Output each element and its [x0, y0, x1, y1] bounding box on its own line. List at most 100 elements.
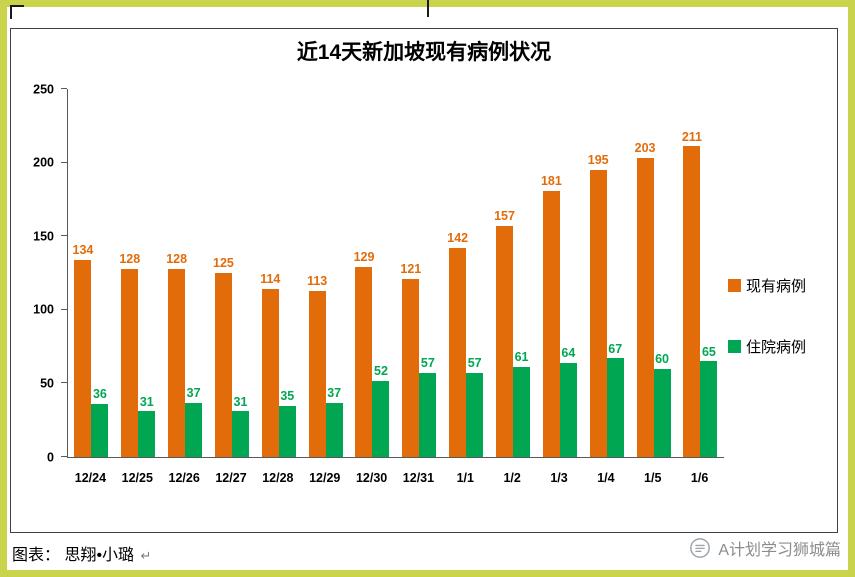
legend-label: 现有病例: [746, 278, 807, 295]
bar-existing-cases: [168, 268, 186, 457]
bar-column: 211: [682, 130, 702, 457]
y-axis-tick-mark: [61, 235, 67, 237]
x-axis-label: 12/27: [215, 471, 247, 485]
bar-hospitalized-cases: [325, 402, 343, 457]
bar-group: 113 37: [307, 273, 343, 457]
bar-existing-cases: [214, 273, 232, 457]
bar-existing-cases: [589, 170, 607, 457]
bar-group: 203 60: [634, 141, 671, 457]
legend-item: 现有病例: [728, 275, 806, 296]
bar-column: 129: [353, 250, 375, 457]
bar-column: 57: [419, 356, 437, 457]
x-axis-label: 1/1: [456, 471, 474, 485]
bar-existing-cases: [308, 290, 326, 457]
y-axis-tick-mark: [61, 161, 67, 163]
plot-area: 134 36 128 31 128 37 125 31 114 35 113 37 129 52 121 57…: [67, 89, 724, 458]
chart-caption: 图表： 思翔•小璐 ↵: [12, 541, 151, 565]
y-axis-tick-mark: [61, 88, 67, 89]
bar-value-label: 57: [467, 356, 482, 371]
bar-group: 211 65: [682, 130, 718, 457]
bar-existing-cases: [121, 268, 139, 457]
x-axis-label: 1/2: [503, 471, 521, 485]
bar-existing-cases: [402, 278, 420, 457]
bar-column: 128: [166, 252, 187, 457]
bar-hospitalized-cases: [606, 358, 624, 457]
bar-value-label: 114: [260, 272, 281, 287]
legend-swatch: [728, 340, 741, 353]
y-axis-tick-label: 100: [33, 302, 54, 317]
x-axis-label: 12/31: [402, 471, 435, 485]
bar-hospitalized-cases: [91, 404, 109, 457]
bar-group: 129 52: [353, 250, 390, 457]
chart: 近14天新加坡现有病例状况 0 50 100 150 200 250 134 36 128 31…: [10, 28, 838, 533]
x-axis-label: 12/25: [121, 471, 153, 485]
bar-column: 57: [466, 356, 484, 457]
bar-column: 114: [260, 272, 281, 457]
bar-hospitalized-cases: [466, 373, 484, 457]
bar-column: 67: [606, 341, 624, 457]
bar-value-label: 203: [634, 141, 656, 156]
bar-value-label: 195: [587, 153, 609, 168]
brand-name: A计划学习狮城篇: [718, 542, 841, 559]
bar-existing-cases: [74, 259, 92, 457]
bar-value-label: 134: [72, 243, 94, 258]
plot-bars: 134 36 128 31 128 37 125 31 114 35 113 37 129 52 121 57…: [68, 89, 724, 457]
bar-value-label: 129: [353, 250, 375, 265]
bar-value-label: 67: [608, 341, 623, 356]
x-axis-label: 1/5: [644, 471, 662, 485]
legend-label: 住院病例: [746, 339, 807, 356]
bar-existing-cases: [355, 267, 373, 457]
bar-value-label: 157: [494, 209, 515, 224]
bar-column: 60: [653, 351, 671, 457]
bar-hospitalized-cases: [559, 362, 577, 457]
brand: A计划学习狮城篇: [689, 536, 841, 560]
bar-column: 35: [278, 389, 296, 457]
bar-column: 128: [119, 252, 140, 457]
bar-column: 203: [634, 141, 656, 457]
caption-text: 图表： 思翔•小璐: [12, 547, 135, 564]
x-axis-label: 1/3: [550, 471, 568, 485]
x-axis-label: 12/24: [74, 471, 107, 485]
bar-column: 31: [138, 394, 156, 457]
bar-hospitalized-cases: [231, 411, 249, 457]
y-axis-tick-label: 50: [40, 376, 54, 391]
bar-column: 65: [700, 345, 718, 457]
table-cell-divider: [427, 0, 429, 17]
bar-group: 157 61: [494, 209, 531, 457]
bar-column: 52: [372, 363, 390, 457]
bar-group: 114 35: [260, 272, 296, 457]
bar-value-label: 31: [233, 394, 248, 409]
bar-hospitalized-cases: [653, 368, 671, 457]
bar-hospitalized-cases: [138, 411, 156, 457]
bar-column: 36: [91, 387, 109, 457]
bar-column: 37: [325, 386, 343, 457]
bar-group: 128 37: [166, 252, 203, 457]
bar-group: 134 36: [72, 243, 109, 457]
bar-hospitalized-cases: [372, 380, 390, 457]
bar-hospitalized-cases: [700, 361, 718, 457]
x-axis-label: 12/26: [168, 471, 200, 485]
bar-value-label: 52: [374, 363, 388, 378]
bar-value-label: 113: [307, 273, 328, 288]
bar-value-label: 60: [655, 351, 669, 366]
y-axis-tick-mark: [61, 308, 67, 310]
y-axis-tick-mark: [61, 382, 67, 384]
bar-column: 113: [307, 273, 328, 457]
bar-existing-cases: [449, 248, 467, 457]
bar-value-label: 57: [420, 356, 435, 371]
y-axis-tick-label: 250: [33, 81, 54, 96]
bar-group: 125 31: [213, 256, 249, 457]
bar-column: 31: [231, 394, 249, 457]
bar-column: 64: [559, 346, 577, 457]
bar-value-label: 31: [139, 394, 154, 409]
bar-value-label: 142: [447, 231, 469, 246]
y-axis-tick-mark: [61, 456, 67, 457]
bar-column: 134: [72, 243, 94, 457]
bar-hospitalized-cases: [513, 367, 531, 457]
bar-column: 61: [513, 351, 531, 457]
bar-value-label: 36: [92, 387, 107, 402]
x-axis-label: 1/6: [690, 471, 709, 485]
bar-value-label: 37: [186, 385, 201, 400]
bar-existing-cases: [261, 289, 279, 457]
line-break-mark: ↵: [140, 548, 152, 563]
